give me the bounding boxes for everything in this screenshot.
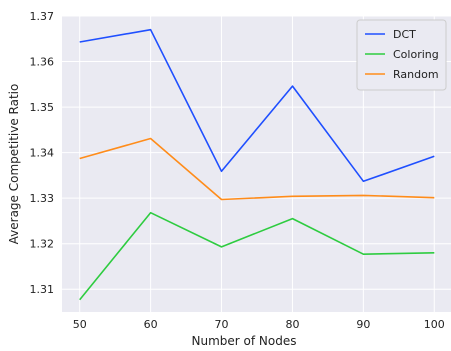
legend: DCT Coloring Random [356,19,447,91]
x-tick-label: 80 [285,318,299,331]
x-tick-label: 90 [356,318,370,331]
series-line-coloring [79,211,435,301]
y-axis-label: Average Competitive Ratio [7,84,21,245]
x-axis-ticks: 50 60 70 80 90 100 [73,318,445,331]
x-tick-label: 70 [215,318,229,331]
y-tick-label: 1.35 [30,101,55,114]
legend-label: Coloring [393,48,439,61]
x-tick-label: 50 [73,318,87,331]
y-tick-label: 1.34 [30,147,55,160]
x-tick-label: 60 [144,318,158,331]
series-lines [79,28,435,301]
y-tick-label: 1.33 [30,192,55,205]
x-tick-label: 100 [424,318,445,331]
legend-label: DCT [393,28,416,41]
legend-box [356,19,447,91]
y-tick-label: 1.37 [30,10,55,23]
y-axis-ticks: 1.31 1.32 1.33 1.34 1.35 1.36 1.37 [30,10,55,296]
y-tick-label: 1.36 [30,56,55,69]
x-axis-label: Number of Nodes [192,334,297,348]
legend-label: Random [393,68,439,81]
y-tick-label: 1.31 [30,283,55,296]
series-line-dct [79,28,435,183]
series-line-random [79,137,435,201]
y-tick-label: 1.32 [30,238,55,251]
